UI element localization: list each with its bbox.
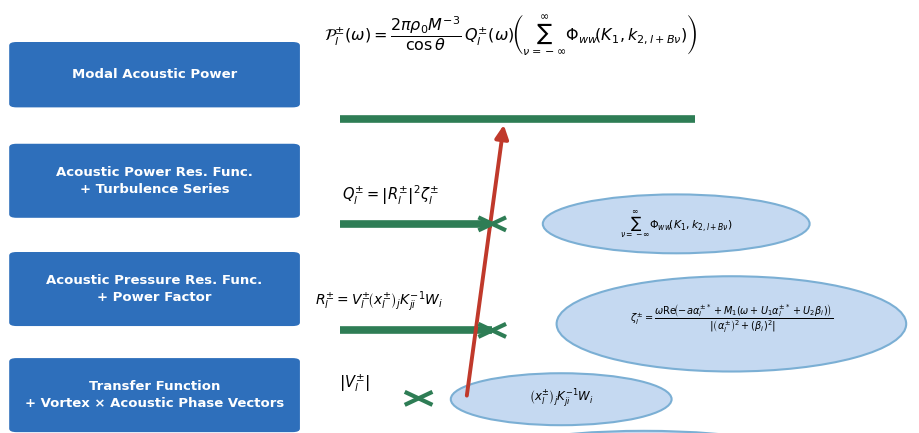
Text: $\sum_{\nu=-\infty}^{\infty}\Phi_{ww}\!\left(K_1,k_{2,l+B\nu}\right)$: $\sum_{\nu=-\infty}^{\infty}\Phi_{ww}\!\… bbox=[619, 208, 732, 239]
Text: Acoustic Pressure Res. Func.
+ Power Factor: Acoustic Pressure Res. Func. + Power Fac… bbox=[46, 274, 263, 304]
Text: $R_l^{\pm}=V_l^{\pm}\!\left(x_l^{\pm}\right)_j K_{ji}^{-1}W_i$: $R_l^{\pm}=V_l^{\pm}\!\left(x_l^{\pm}\ri… bbox=[314, 290, 442, 314]
Text: Transfer Function
+ Vortex × Acoustic Phase Vectors: Transfer Function + Vortex × Acoustic Ph… bbox=[25, 380, 284, 410]
FancyArrowPatch shape bbox=[466, 129, 506, 396]
Text: $Q_l^{\pm}=\left|R_l^{\pm}\right|^2\zeta_l^{\pm}$: $Q_l^{\pm}=\left|R_l^{\pm}\right|^2\zeta… bbox=[342, 184, 438, 207]
FancyBboxPatch shape bbox=[9, 358, 300, 432]
Ellipse shape bbox=[556, 276, 905, 372]
Ellipse shape bbox=[450, 373, 671, 425]
Text: $\left|V_l^{\pm}\right|$: $\left|V_l^{\pm}\right|$ bbox=[338, 372, 369, 394]
FancyBboxPatch shape bbox=[9, 144, 300, 218]
Ellipse shape bbox=[542, 194, 809, 253]
Text: Modal Acoustic Power: Modal Acoustic Power bbox=[72, 68, 237, 81]
Text: $\mathcal{P}_l^{\pm}(\omega)=\dfrac{2\pi\rho_0 M^{-3}}{\cos\theta}\,Q_l^{\pm}(\o: $\mathcal{P}_l^{\pm}(\omega)=\dfrac{2\pi… bbox=[323, 12, 697, 57]
FancyBboxPatch shape bbox=[9, 252, 300, 326]
Ellipse shape bbox=[464, 431, 823, 433]
Text: $\left(x_l^{\pm}\right)_j K_{ji}^{-1}W_i$: $\left(x_l^{\pm}\right)_j K_{ji}^{-1}W_i… bbox=[528, 388, 593, 410]
FancyBboxPatch shape bbox=[9, 42, 300, 107]
Text: Acoustic Power Res. Func.
+ Turbulence Series: Acoustic Power Res. Func. + Turbulence S… bbox=[56, 166, 253, 196]
Text: $\zeta_l^{\pm}=\dfrac{\omega\mathrm{Re}\!\left(-a\alpha_l^{\pm*}+M_1(\omega+U_1\: $\zeta_l^{\pm}=\dfrac{\omega\mathrm{Re}\… bbox=[629, 302, 833, 335]
